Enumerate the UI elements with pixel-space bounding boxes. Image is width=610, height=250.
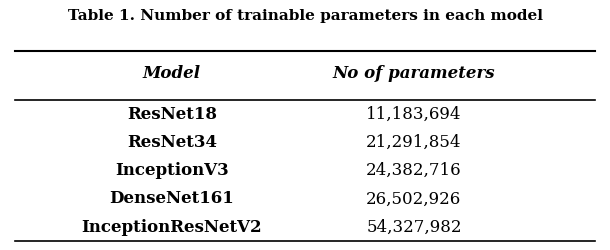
Text: Table 1. Number of trainable parameters in each model: Table 1. Number of trainable parameters …	[68, 9, 542, 23]
Text: Model: Model	[143, 64, 201, 82]
Text: 26,502,926: 26,502,926	[366, 190, 462, 208]
Text: ResNet34: ResNet34	[127, 134, 217, 151]
Text: InceptionResNetV2: InceptionResNetV2	[82, 218, 262, 236]
Text: 54,327,982: 54,327,982	[366, 218, 462, 236]
Text: 11,183,694: 11,183,694	[366, 106, 462, 123]
Text: DenseNet161: DenseNet161	[110, 190, 234, 208]
Text: No of parameters: No of parameters	[332, 64, 495, 82]
Text: ResNet18: ResNet18	[127, 106, 217, 123]
Text: InceptionV3: InceptionV3	[115, 162, 229, 179]
Text: 21,291,854: 21,291,854	[366, 134, 462, 151]
Text: 24,382,716: 24,382,716	[366, 162, 462, 179]
